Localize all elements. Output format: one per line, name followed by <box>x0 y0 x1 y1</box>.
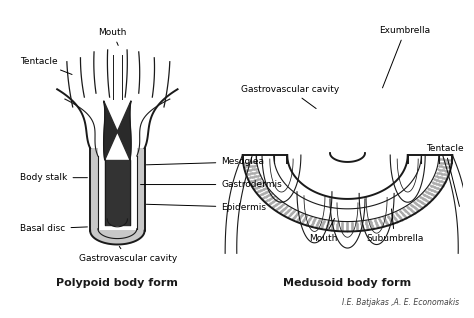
Text: Medusoid body form: Medusoid body form <box>283 278 411 288</box>
Text: Gastrovascular cavity: Gastrovascular cavity <box>241 85 339 108</box>
Text: I.E. Batjakas ,A. E. Economakis: I.E. Batjakas ,A. E. Economakis <box>342 298 459 308</box>
Polygon shape <box>104 101 131 160</box>
Text: Basal disc: Basal disc <box>20 224 87 233</box>
Polygon shape <box>90 231 145 245</box>
Text: Mesoglea: Mesoglea <box>146 157 264 166</box>
Text: Subumbrella: Subumbrella <box>366 209 423 243</box>
Text: Polypoid body form: Polypoid body form <box>56 278 178 288</box>
Text: Gastrodermis: Gastrodermis <box>140 180 282 189</box>
FancyBboxPatch shape <box>90 148 98 231</box>
Text: Tentacle: Tentacle <box>20 57 72 74</box>
Text: Body stalk: Body stalk <box>20 173 87 182</box>
Text: Gastrovascular cavity: Gastrovascular cavity <box>79 246 177 263</box>
Text: Mouth: Mouth <box>98 28 127 45</box>
Text: Exumbrella: Exumbrella <box>380 26 431 88</box>
Text: Mouth: Mouth <box>310 218 338 243</box>
FancyBboxPatch shape <box>137 148 145 231</box>
Text: Epidermis: Epidermis <box>146 203 266 212</box>
Text: Tentacle: Tentacle <box>426 144 464 206</box>
